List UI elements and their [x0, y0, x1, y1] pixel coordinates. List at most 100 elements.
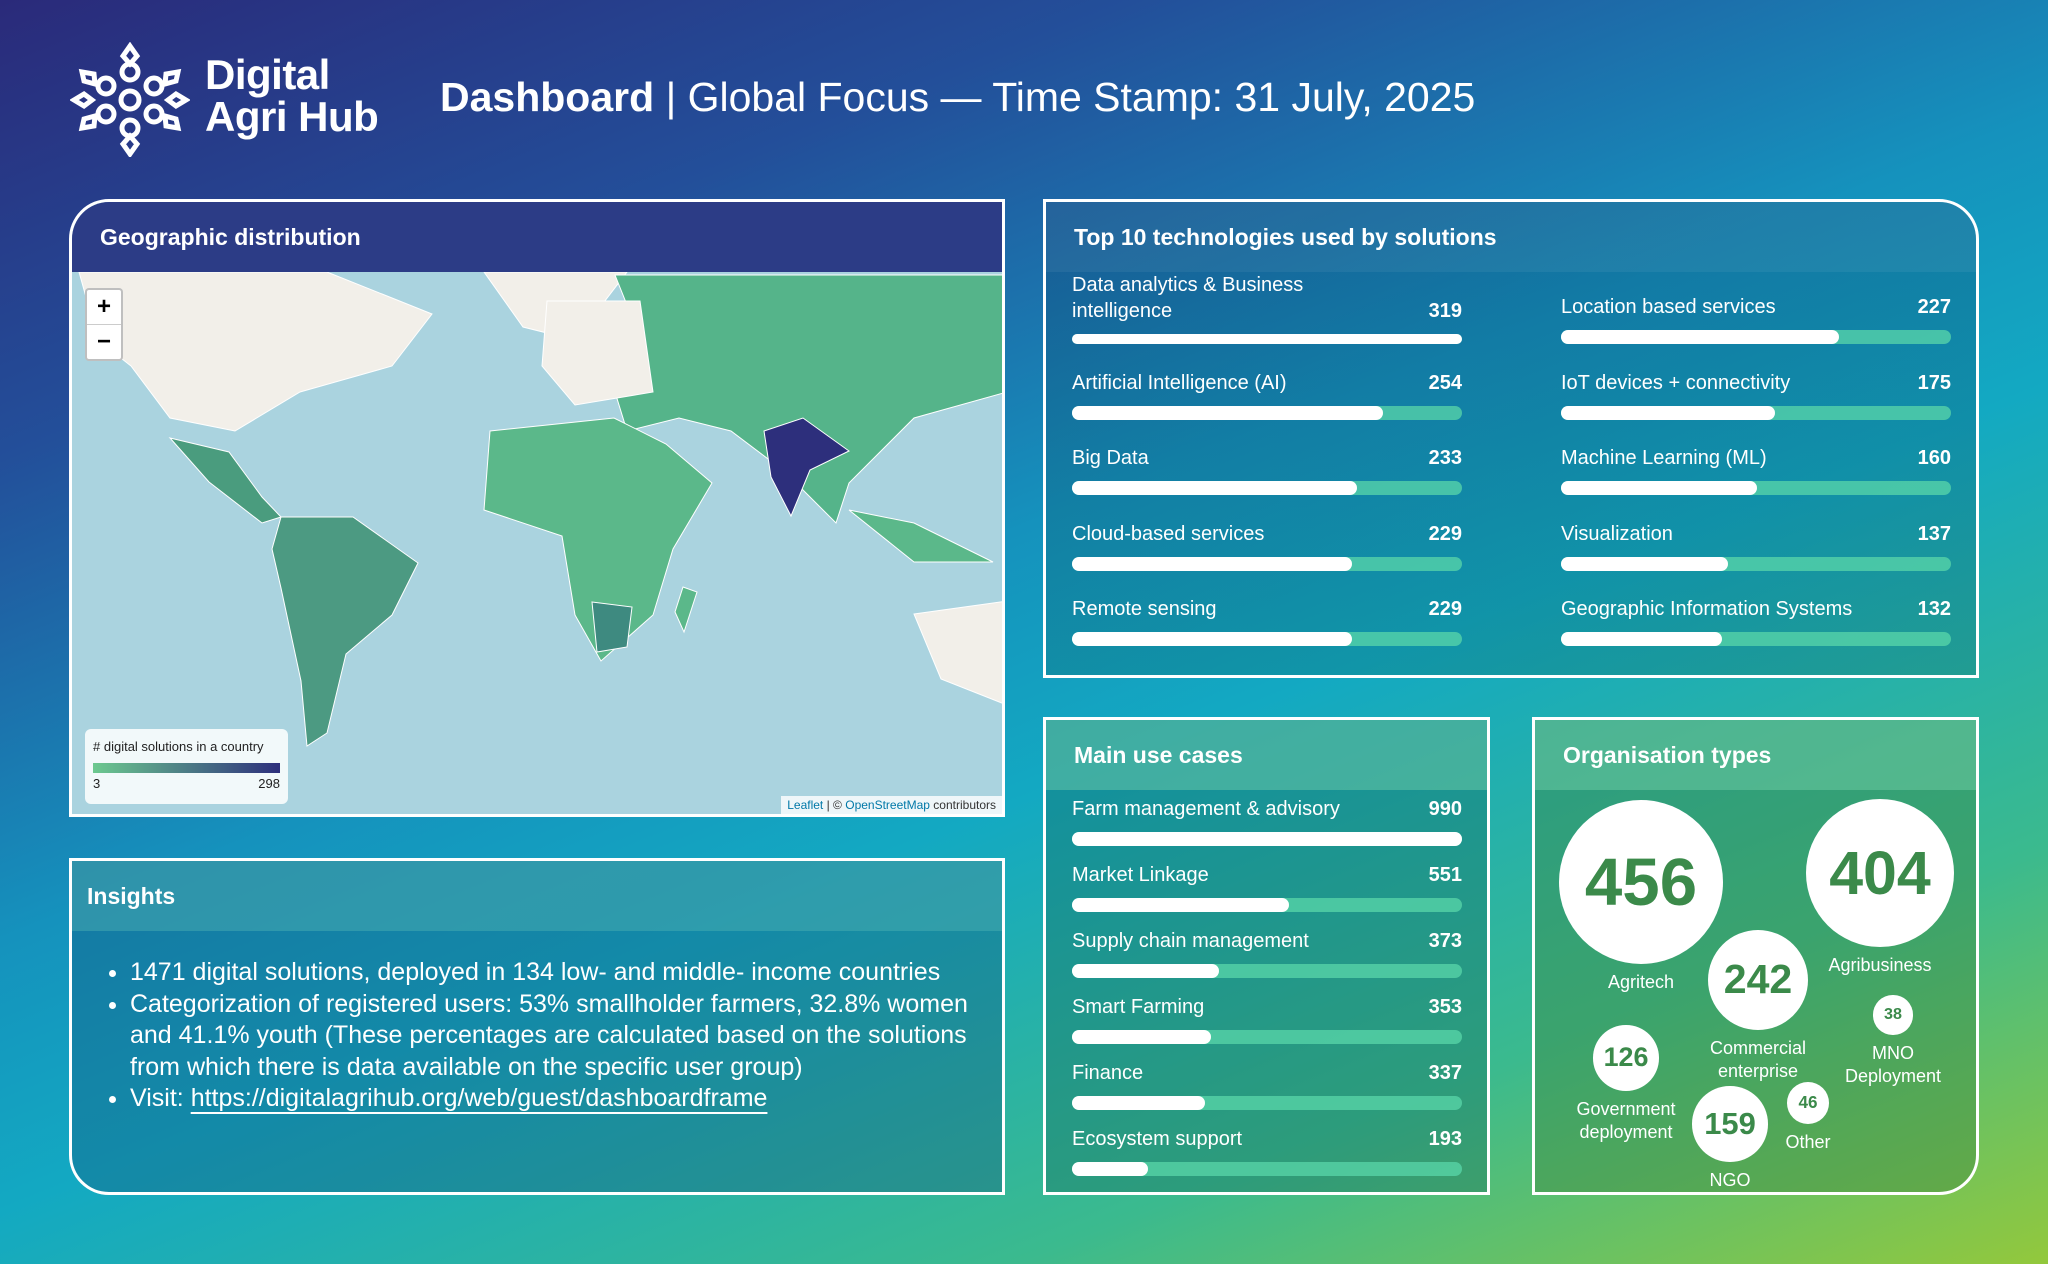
bar-row: Ecosystem support 193	[1072, 1104, 1462, 1176]
bar	[1561, 632, 1723, 646]
bar-row: Finance 337	[1072, 1038, 1462, 1110]
bubble-value: 242	[1723, 956, 1793, 1003]
bubble-value: 46	[1798, 1092, 1818, 1112]
bubble-value: 456	[1584, 844, 1698, 920]
bubble-label: Agribusiness	[1828, 955, 1932, 976]
bar-row: IoT devices + connectivity 175	[1561, 348, 1951, 420]
bar-row: Geographic Information Systems 132	[1561, 574, 1951, 646]
legend-title: # digital solutions in a country	[93, 739, 264, 754]
title-rest: | Global Focus — Time Stamp: 31 July, 20…	[665, 74, 1476, 120]
logo-line: Digital	[205, 51, 330, 98]
bubble-label: Other	[1785, 1131, 1831, 1152]
bar-label: Big Data	[1072, 447, 1149, 469]
attribution-text: | ©	[826, 798, 842, 812]
bar-track	[1561, 405, 1951, 420]
zoom-in[interactable]: +	[87, 290, 121, 325]
bar-label: Market Linkage	[1072, 864, 1209, 886]
insights-panel: Insights 1471 digital solutions, deploye…	[69, 858, 1005, 1195]
bar-text: Market Linkage 551	[1072, 862, 1462, 888]
bar-label: Location based services	[1561, 296, 1776, 318]
bar-track	[1072, 405, 1462, 420]
org-panel: Organisation types 456 Agritech 404 Agribus…	[1532, 717, 1979, 1195]
bar-value: 132	[1917, 598, 1951, 620]
bar-label: Artificial Intelligence (AI)	[1072, 371, 1287, 394]
bar-value: 337	[1428, 1062, 1462, 1084]
bar-track	[1561, 481, 1951, 495]
bubble: 456	[1559, 800, 1723, 964]
panel-header: Main use cases	[1046, 720, 1487, 790]
bar	[1072, 832, 1462, 846]
legend-min: 3	[93, 776, 101, 791]
bar-track	[1561, 632, 1951, 646]
bar-value: 373	[1428, 930, 1462, 952]
bar-label: Visualization	[1561, 522, 1673, 545]
bubble-value: 404	[1829, 838, 1931, 907]
bubble-label: MNO Deployment	[1844, 1042, 1942, 1086]
insight-item: Categorization of registered users: 53% …	[130, 989, 1002, 1084]
bar	[1072, 334, 1462, 344]
zoom-out[interactable]: −	[96, 328, 111, 355]
bar-label: Finance	[1072, 1062, 1144, 1084]
bar-value: 137	[1917, 522, 1951, 545]
bar-value: 160	[1917, 447, 1951, 469]
bar-text: Supply chain management 373	[1072, 928, 1462, 954]
bar-label: Ecosystem support	[1072, 1128, 1243, 1150]
bar-track	[1072, 898, 1462, 912]
bar-row: Location based services 227	[1561, 272, 1951, 344]
visit-label: Visit:	[130, 1084, 184, 1112]
bubble: 38	[1873, 995, 1913, 1035]
visit-link[interactable]: https://digitalagrihub.org/web/guest/das…	[190, 1084, 768, 1112]
bar	[1561, 556, 1729, 571]
bar	[1561, 481, 1757, 495]
bar-text: Finance 337	[1072, 1060, 1462, 1086]
insight-item: 1471 digital solutions, deployed in 134 …	[130, 957, 1002, 989]
bar-value: 233	[1428, 447, 1462, 469]
bar-value: 990	[1428, 798, 1462, 820]
insights-list: 1471 digital solutions, deployed in 134 …	[72, 957, 1002, 1115]
bar-text: Cloud-based services 229	[1072, 521, 1462, 547]
bar-text: Geographic Information Systems 132	[1561, 596, 1951, 622]
bar-track	[1072, 1162, 1462, 1176]
bar	[1072, 405, 1383, 420]
bar-track	[1072, 632, 1462, 646]
logo-icon	[70, 42, 190, 157]
bar-row: Farm management & advisory 990	[1072, 774, 1462, 846]
panel-header: Top 10 technologies used by solutions	[1046, 202, 1976, 272]
bar-label: Supply chain management	[1072, 930, 1309, 952]
bar-text: Ecosystem support 193	[1072, 1126, 1462, 1152]
tech-panel: Top 10 technologies used by solutions Da…	[1043, 199, 1979, 678]
bar-label: IoT devices + connectivity	[1561, 371, 1791, 394]
bar-label: Remote sensing	[1072, 598, 1217, 620]
bar	[1072, 1096, 1205, 1110]
bar-track	[1072, 334, 1462, 344]
bar-label: Farm management & advisory	[1072, 798, 1340, 820]
bar-row: Market Linkage 551	[1072, 840, 1462, 912]
attribution-link[interactable]: Leaflet	[787, 798, 824, 812]
bar-track	[1561, 556, 1951, 571]
map-attribution: Leaflet | © OpenStreetMap contributors	[781, 796, 1002, 814]
map-legend: # digital solutions in a country 3 298	[85, 729, 288, 804]
bubble: 242	[1707, 929, 1809, 1031]
bar-row: Artificial Intelligence (AI) 254	[1072, 348, 1462, 420]
panel-header: Geographic distribution	[72, 202, 1002, 272]
bar-value: 254	[1428, 371, 1462, 394]
panel-header: Organisation types	[1535, 720, 1976, 790]
bar	[1072, 1162, 1149, 1176]
bubble: 46	[1787, 1082, 1829, 1124]
bar-value: 229	[1428, 522, 1462, 545]
bar-track	[1072, 556, 1462, 571]
bar-text: Machine Learning (ML) 160	[1561, 445, 1951, 471]
bar-label: Data analytics & Business intelligence	[1072, 274, 1304, 322]
bar-row: Cloud-based services 229	[1072, 499, 1462, 571]
bar-row: Data analytics & Business intelligence 31…	[1072, 272, 1462, 344]
bar-text: Farm management & advisory 990	[1072, 796, 1462, 822]
bar-track	[1561, 330, 1951, 344]
page-title: Dashboard | Global Focus — Time Stamp: 3…	[440, 74, 1475, 121]
bar-text: Big Data 233	[1072, 445, 1462, 471]
title-bold: Dashboard	[440, 74, 655, 120]
attribution-link[interactable]: OpenStreetMap	[845, 798, 930, 812]
bar-row: Supply chain management 373	[1072, 906, 1462, 978]
bar	[1072, 898, 1290, 912]
bar-text: Smart Farming 353	[1072, 994, 1462, 1020]
